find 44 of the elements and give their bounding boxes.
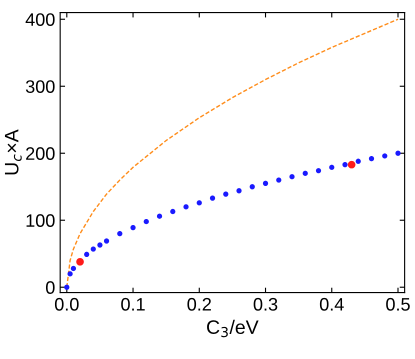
y-tick-label: 300 — [26, 80, 55, 93]
point — [84, 252, 90, 257]
point — [302, 170, 308, 176]
x-axis-title: C$_{3}$/eV — [207, 320, 259, 338]
point — [97, 242, 103, 248]
point — [117, 231, 122, 236]
x-tick-label: 0.0 — [54, 298, 79, 311]
point — [368, 156, 374, 162]
point — [68, 271, 73, 276]
point — [316, 168, 322, 174]
x-tick-label: 0.4 — [320, 298, 344, 311]
point — [329, 164, 334, 170]
point — [382, 153, 388, 159]
point — [262, 180, 268, 186]
y-tick-label: 100 — [26, 214, 55, 227]
point — [156, 214, 162, 219]
x-tick-label: 0.3 — [254, 298, 278, 311]
point — [76, 258, 84, 266]
point — [144, 218, 149, 224]
point — [210, 196, 216, 201]
point — [250, 184, 255, 190]
y-axis-title: U$_{c}$×A — [4, 129, 22, 174]
point — [276, 177, 282, 183]
point — [356, 158, 361, 164]
point — [348, 160, 356, 168]
x-tick-label: 0.1 — [121, 298, 145, 311]
x-tick-label: 0.2 — [187, 298, 211, 311]
point — [395, 150, 401, 156]
point — [289, 174, 295, 180]
point — [70, 266, 76, 272]
point — [90, 246, 96, 252]
x-tick-label: 0.5 — [386, 298, 410, 311]
point — [342, 162, 348, 168]
point — [104, 238, 110, 244]
point — [236, 188, 242, 194]
point — [223, 192, 228, 197]
point — [170, 208, 176, 214]
point — [130, 225, 136, 230]
point — [183, 204, 189, 210]
y-tick-label: 400 — [26, 13, 55, 26]
y-tick-label: 0 — [46, 281, 55, 294]
point — [64, 284, 70, 290]
y-tick-label: 200 — [26, 147, 55, 160]
point — [196, 200, 202, 206]
